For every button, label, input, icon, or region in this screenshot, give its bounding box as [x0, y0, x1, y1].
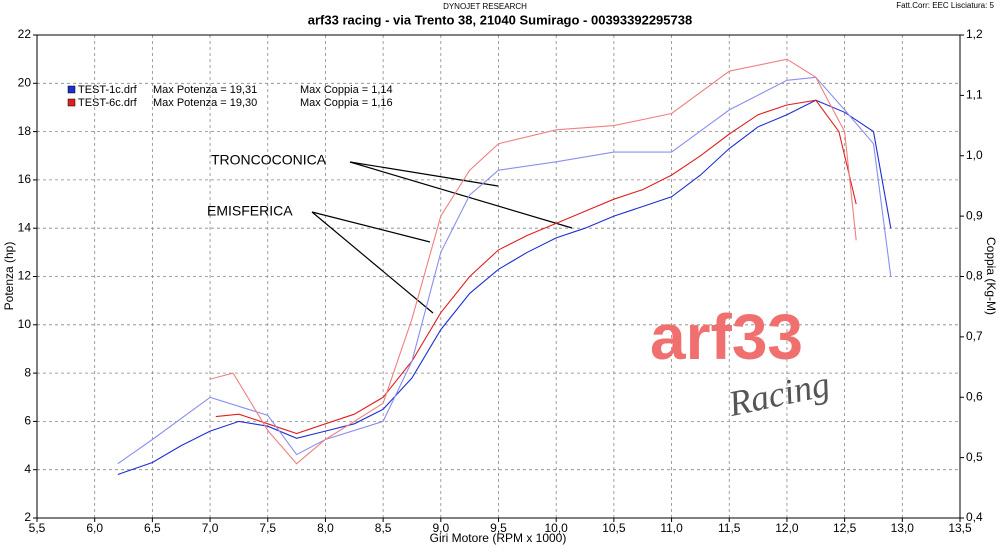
legend-file: TEST-1c.drf: [78, 84, 138, 96]
x-tick-label: 9,0: [432, 521, 449, 535]
x-tick-label: 10,5: [602, 521, 626, 535]
x-tick-label: 5,5: [29, 521, 46, 535]
series-line: [209, 58, 857, 465]
x-tick-label: 8,0: [317, 521, 334, 535]
y-tick-label: 22: [18, 27, 32, 41]
x-tick-label: 8,5: [375, 521, 392, 535]
pointer: [349, 161, 573, 229]
x-tick-label: 6,0: [86, 521, 103, 535]
y2-tick-label: 1,2: [966, 27, 983, 41]
x-axis-label: Giri Motore (RPM x 1000): [430, 531, 567, 545]
y2-tick-label: 0,4: [966, 510, 983, 524]
y2-tick-label: 0,5: [966, 450, 983, 464]
pointer: [349, 161, 499, 187]
y-tick-label: 2: [24, 510, 31, 524]
x-tick-label: 7,0: [202, 521, 219, 535]
y-tick-label: 6: [24, 414, 31, 428]
y-tick-label: 12: [18, 269, 32, 283]
x-tick-label: 7,5: [259, 521, 276, 535]
series-line: [117, 76, 892, 465]
x-tick-label: 6,5: [144, 521, 161, 535]
legend-power: Max Potenza = 19,31: [153, 84, 257, 96]
header-left: DYNOJET RESEARCH: [443, 2, 527, 11]
pointer: [311, 211, 431, 243]
y-tick-label: 18: [18, 124, 32, 138]
plot-frame: [36, 34, 961, 519]
pointer: [311, 211, 434, 314]
x-tick-label: 11,5: [718, 521, 741, 535]
chart-title: arf33 racing - via Trento 38, 21040 Sumi…: [308, 12, 692, 27]
legend-power: Max Potenza = 19,30: [153, 97, 257, 109]
header-right: Fatt.Corr: EEC Lisciatura: 5: [896, 1, 994, 10]
watermark: arf33 Racing: [650, 301, 833, 424]
y-axis-label: Potenza (hp): [2, 242, 16, 311]
y2-tick-label: 0,9: [966, 208, 983, 222]
y2-axis-label: Coppia (Kg-M): [984, 237, 998, 315]
y-tick-label: 4: [24, 462, 31, 476]
y2-tick-label: 1,0: [966, 148, 983, 162]
legend-torque: Max Coppia = 1,16: [300, 97, 393, 109]
y2-tick-label: 0,6: [966, 389, 983, 403]
legend-file: TEST-6c.drf: [78, 97, 138, 109]
y2-tick-label: 1,1: [966, 88, 983, 102]
watermark-text: arf33: [650, 301, 803, 373]
annotation-lines: [311, 161, 573, 314]
annotation: EMISFERICA: [207, 203, 293, 219]
x-tick-label: 12,0: [775, 521, 799, 535]
y-tick-label: 10: [18, 317, 32, 331]
y2-tick-label: 0,8: [966, 269, 983, 283]
x-tick-label: 13,0: [891, 521, 915, 535]
x-tick-label: 13,5: [948, 521, 972, 535]
x-tick-label: 9,5: [490, 521, 507, 535]
y-tick-label: 16: [18, 172, 32, 186]
series-line: [117, 99, 892, 476]
legend-swatch: [67, 85, 76, 94]
y-tick-label: 20: [18, 75, 32, 89]
y-tick-label: 14: [18, 220, 32, 234]
series-line: [215, 99, 857, 435]
annotation: TRONCOCONICA: [211, 152, 327, 168]
legend-swatch: [67, 98, 76, 107]
x-tick-label: 12,5: [833, 521, 857, 535]
y-tick-label: 8: [24, 365, 31, 379]
grid: [36, 34, 961, 519]
legend-torque: Max Coppia = 1,14: [300, 84, 393, 96]
x-tick-label: 11,0: [660, 521, 683, 535]
x-tick-label: 10,0: [545, 521, 569, 535]
y2-tick-label: 0,7: [966, 329, 983, 343]
